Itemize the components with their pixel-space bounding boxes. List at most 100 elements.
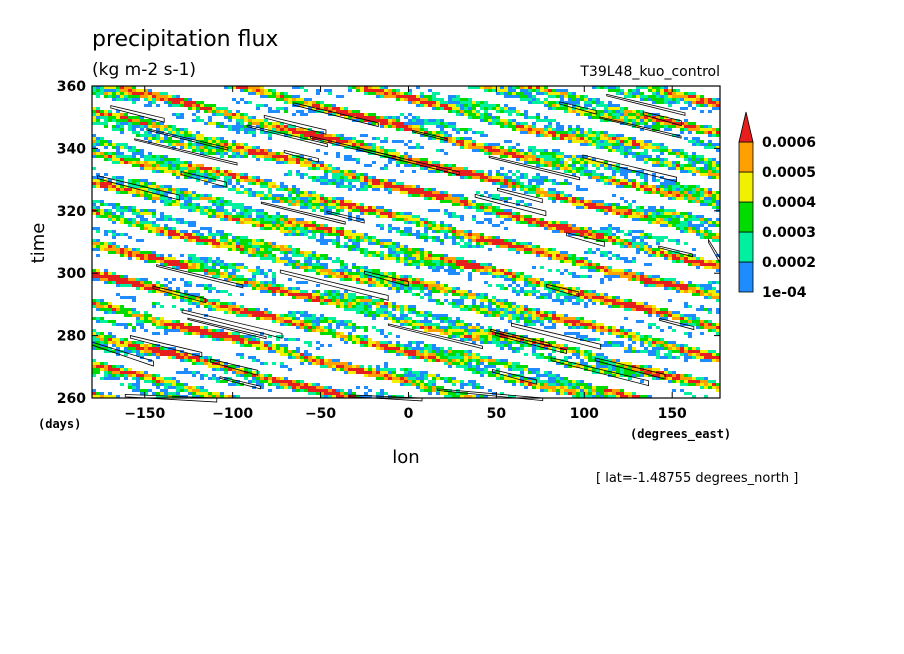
precip-cell (336, 176, 340, 179)
precip-cell (180, 143, 184, 146)
precip-cell (192, 149, 196, 152)
precip-cell (668, 239, 672, 242)
precip-cell (256, 122, 260, 125)
precip-cell (468, 278, 472, 281)
precip-cell (260, 221, 264, 224)
precip-cell (508, 212, 512, 215)
precip-cell (124, 98, 128, 101)
precip-cell (148, 161, 152, 164)
precip-cell (492, 89, 496, 92)
precip-cell (260, 179, 264, 182)
precip-cell (148, 104, 152, 107)
precip-cell (352, 236, 356, 239)
precip-cell (280, 215, 284, 218)
precip-cell (620, 110, 624, 113)
precip-cell (96, 173, 100, 176)
precip-cell (236, 113, 240, 116)
precip-cell (196, 260, 200, 263)
precip-cell (540, 101, 544, 104)
precip-cell (152, 134, 156, 137)
precip-cell (668, 218, 672, 221)
precip-cell (292, 98, 296, 101)
precip-cell (708, 158, 712, 161)
precip-cell (452, 125, 456, 128)
precip-cell (352, 230, 356, 233)
precip-cell (328, 233, 332, 236)
precip-cell (652, 119, 656, 122)
precip-cell (672, 257, 676, 260)
precip-cell (472, 146, 476, 149)
precip-cell (600, 203, 604, 206)
precip-cell (656, 191, 660, 194)
precip-cell (620, 209, 624, 212)
precip-cell (568, 131, 572, 134)
precip-cell (496, 86, 500, 89)
precip-cell (604, 251, 608, 254)
precip-cell (92, 227, 96, 230)
precip-cell (208, 110, 212, 113)
precip-cell (652, 146, 656, 149)
precip-cell (128, 149, 132, 152)
precip-cell (300, 101, 304, 104)
precip-cell (120, 86, 124, 89)
precip-cell (688, 125, 692, 128)
precip-cell (380, 86, 384, 89)
precip-cell (584, 164, 588, 167)
precip-cell (704, 173, 708, 176)
precip-cell (472, 101, 476, 104)
precip-cell (296, 173, 300, 176)
precip-cell (260, 89, 264, 92)
precip-cell (108, 185, 112, 188)
precip-cell (660, 143, 664, 146)
precip-cell (304, 269, 308, 272)
precip-cell (488, 179, 492, 182)
precip-cell (276, 152, 280, 155)
precip-cell (600, 137, 604, 140)
precip-cell (108, 278, 112, 281)
precip-cell (244, 176, 248, 179)
precip-cell (592, 251, 596, 254)
precip-cell (564, 260, 568, 263)
precip-cell (608, 164, 612, 167)
precip-cell (264, 272, 268, 275)
precip-cell (288, 161, 292, 164)
precip-cell (228, 143, 232, 146)
precip-cell (672, 164, 676, 167)
precip-cell (640, 233, 644, 236)
precip-cell (312, 206, 316, 209)
precip-cell (516, 251, 520, 254)
precip-cell (516, 155, 520, 158)
precip-cell (312, 203, 316, 206)
precip-cell (564, 269, 568, 272)
precip-cell (216, 245, 220, 248)
precip-cell (184, 230, 188, 233)
precip-cell (716, 233, 720, 236)
precip-cell (472, 104, 476, 107)
precip-cell (192, 224, 196, 227)
precip-cell (548, 254, 552, 257)
precip-cell (180, 101, 184, 104)
precip-cell (596, 110, 600, 113)
precip-cell (676, 227, 680, 230)
precip-cell (596, 116, 600, 119)
precip-cell (480, 134, 484, 137)
precip-cell (688, 188, 692, 191)
precip-cell (140, 161, 144, 164)
precip-cell (160, 212, 164, 215)
precip-cell (700, 131, 704, 134)
precip-cell (284, 218, 288, 221)
precip-cell (200, 242, 204, 245)
precip-cell (508, 140, 512, 143)
precip-cell (260, 215, 264, 218)
precip-cell (248, 278, 252, 281)
precip-cell (688, 191, 692, 194)
precip-cell (580, 233, 584, 236)
precip-cell (404, 152, 408, 155)
precip-cell (492, 206, 496, 209)
precip-cell (448, 230, 452, 233)
precip-cell (200, 269, 204, 272)
precip-cell (540, 158, 544, 161)
precip-cell (144, 92, 148, 95)
precip-cell (620, 92, 624, 95)
precip-cell (484, 209, 488, 212)
